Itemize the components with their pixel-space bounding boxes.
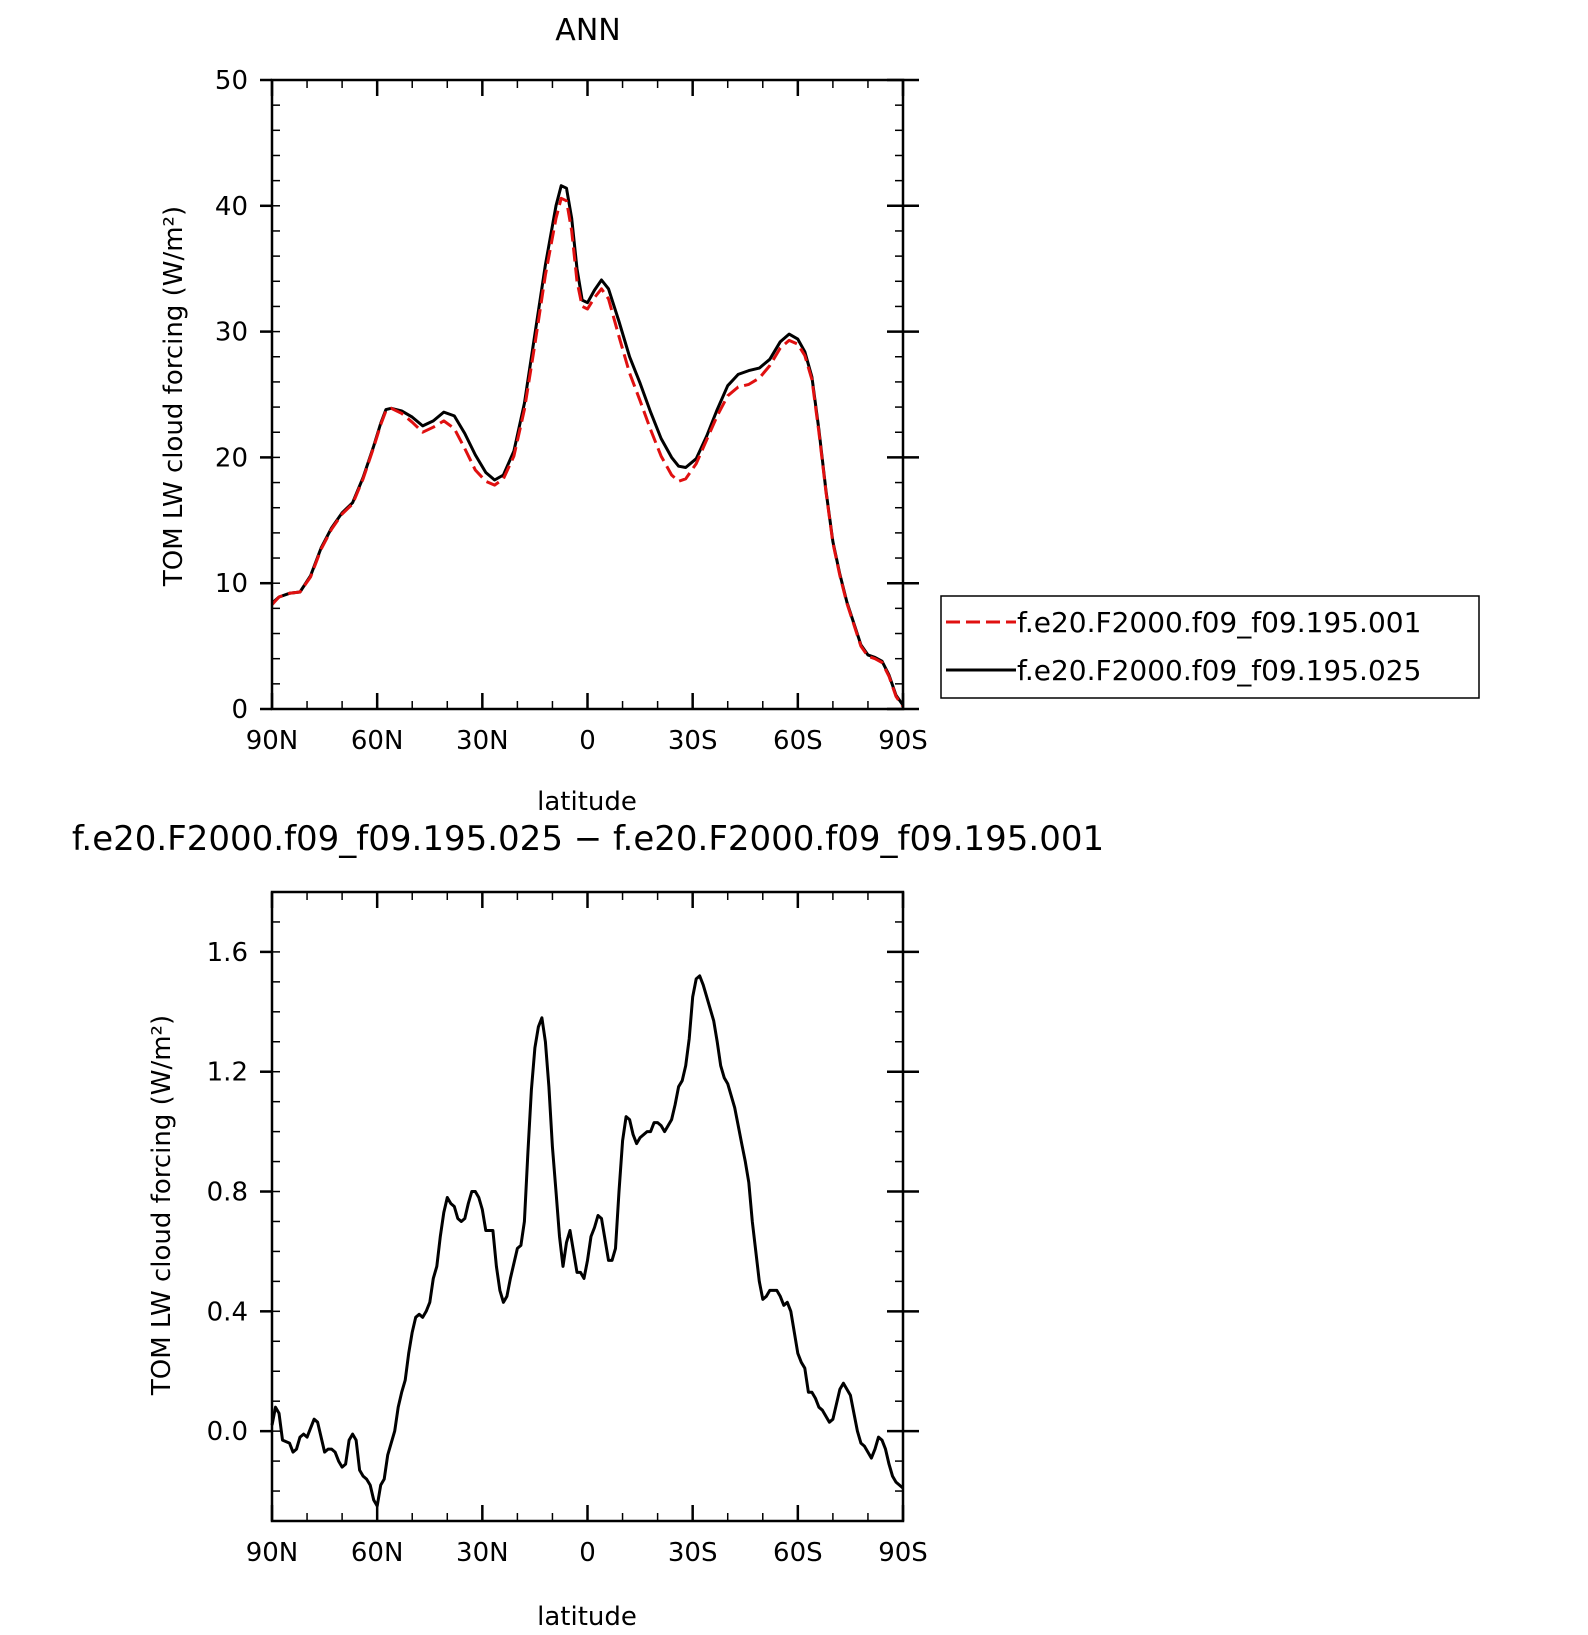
top-x-tick-label: 60N xyxy=(351,726,404,756)
legend-label-series-001: f.e20.F2000.f09_f09.195.001 xyxy=(1017,606,1421,639)
top-axis-ticks xyxy=(260,78,919,711)
bottom-y-tick-label: 0.8 xyxy=(207,1178,248,1208)
top-y-tick-labels: 0 10 20 30 40 50 xyxy=(215,66,248,725)
top-chart-title: ANN xyxy=(555,13,620,48)
top-x-tick-label: 30S xyxy=(668,726,718,756)
bottom-x-tick-label: 60N xyxy=(351,1538,404,1568)
bottom-y-tick-label: 0.0 xyxy=(207,1417,248,1447)
bottom-x-tick-label: 60S xyxy=(773,1538,823,1568)
top-x-tick-labels: 90N 60N 30N 0 30S 60S 90S xyxy=(246,726,928,756)
top-x-tick-label: 60S xyxy=(773,726,823,756)
top-x-tick-label: 90N xyxy=(246,726,299,756)
top-series-line-0 xyxy=(270,196,905,708)
top-x-axis-label: latitude xyxy=(537,787,637,817)
bottom-chart-title: f.e20.F2000.f09_f09.195.025 − f.e20.F200… xyxy=(72,819,1104,859)
bottom-plot-frame xyxy=(270,890,905,1523)
legend-label-series-025: f.e20.F2000.f09_f09.195.025 xyxy=(1017,654,1421,687)
top-y-tick-label: 50 xyxy=(215,66,248,96)
bottom-series-group xyxy=(270,974,904,1508)
bottom-x-tick-label: 0 xyxy=(579,1538,596,1568)
legend-box xyxy=(940,595,1480,699)
top-x-tick-label: 0 xyxy=(579,726,596,756)
bottom-axis-ticks xyxy=(260,891,919,1521)
bottom-x-tick-labels: 90N 60N 30N 0 30S 60S 90S xyxy=(246,1538,928,1568)
bottom-y-axis-label: TOM LW cloud forcing (W/m²) xyxy=(147,1015,177,1396)
top-x-tick-label: 90S xyxy=(878,726,928,756)
bottom-x-tick-label: 30S xyxy=(668,1538,718,1568)
bottom-x-axis-label: latitude xyxy=(537,1602,637,1632)
top-y-tick-label: 0 xyxy=(231,695,248,725)
bottom-series-line-0 xyxy=(270,974,904,1508)
panel-annual-forcing: ANN 0 10 20 30 40 50 90N 60N 30N 0 30S 60S 90S lati… xyxy=(159,13,1480,817)
bottom-y-tick-label: 0.4 xyxy=(207,1297,248,1327)
bottom-x-tick-label: 90S xyxy=(878,1538,928,1568)
top-y-tick-label: 20 xyxy=(215,443,248,473)
top-y-tick-label: 10 xyxy=(215,569,248,599)
top-series-line-1 xyxy=(270,184,905,707)
legend: f.e20.F2000.f09_f09.195.001 f.e20.F2000.… xyxy=(940,595,1480,699)
top-y-tick-label: 30 xyxy=(215,318,248,348)
top-plot-frame xyxy=(270,78,905,711)
top-y-tick-label: 40 xyxy=(215,192,248,222)
top-series-group xyxy=(270,184,905,708)
bottom-y-tick-labels: 0.0 0.4 0.8 1.2 1.6 xyxy=(207,938,248,1447)
top-x-tick-label: 30N xyxy=(456,726,509,756)
bottom-x-tick-label: 90N xyxy=(246,1538,299,1568)
top-y-axis-label: TOM LW cloud forcing (W/m²) xyxy=(159,206,189,587)
bottom-x-tick-label: 30N xyxy=(456,1538,509,1568)
panel-difference: f.e20.F2000.f09_f09.195.025 − f.e20.F200… xyxy=(72,819,1104,1632)
bottom-y-tick-label: 1.2 xyxy=(207,1058,248,1088)
bottom-y-tick-label: 1.6 xyxy=(207,938,248,968)
